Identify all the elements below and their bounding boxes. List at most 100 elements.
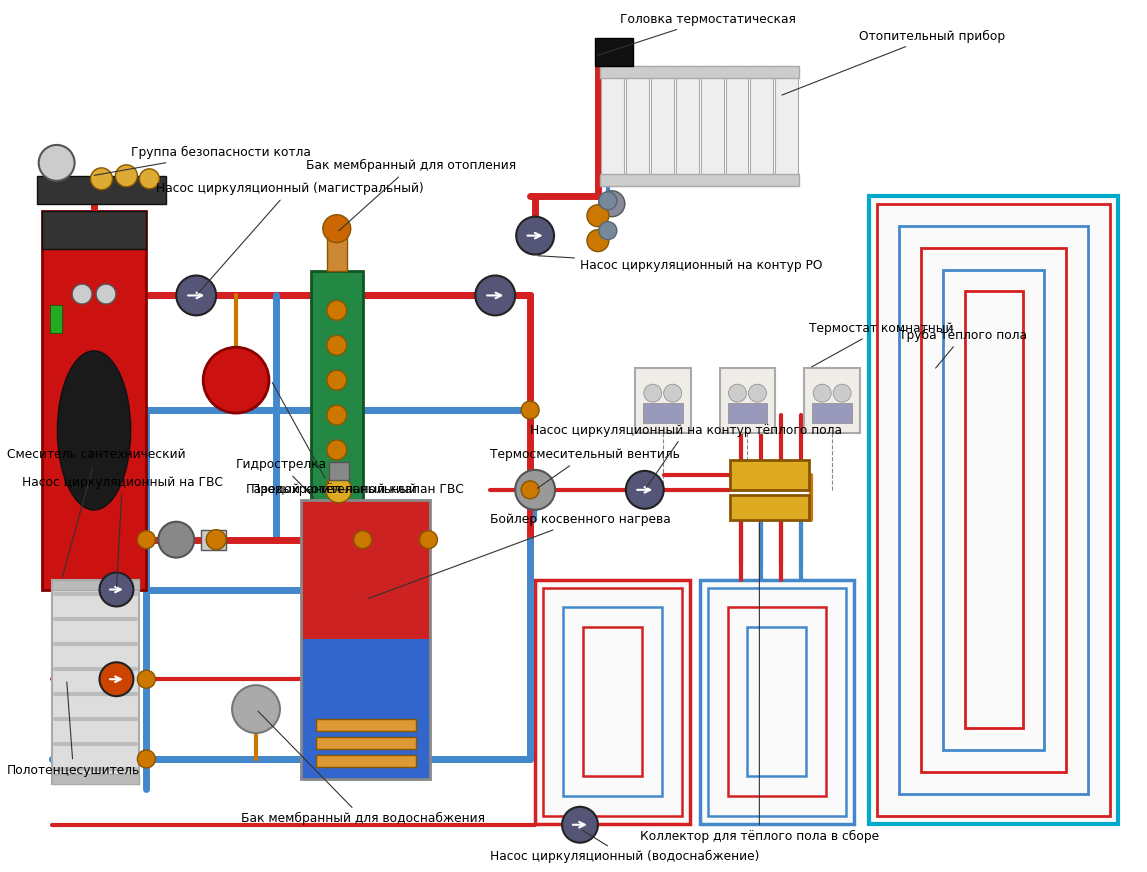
Bar — [201, 529, 226, 549]
Bar — [729, 494, 810, 520]
Bar — [41, 211, 147, 249]
Bar — [543, 588, 681, 816]
Bar — [315, 719, 415, 731]
Bar — [327, 233, 346, 270]
Text: Насос циркуляционный на контур тёплого пола: Насос циркуляционный на контур тёплого п… — [530, 424, 842, 487]
Bar — [812, 403, 852, 423]
Circle shape — [116, 165, 138, 187]
Bar — [49, 305, 62, 333]
Circle shape — [749, 385, 766, 402]
Circle shape — [327, 336, 346, 355]
Bar — [41, 211, 147, 589]
Bar — [583, 627, 642, 776]
Text: Бак мембранный для водоснабжения: Бак мембранный для водоснабжения — [241, 712, 485, 825]
Bar — [729, 460, 810, 490]
Text: Бак мембранный для отопления: Бак мембранный для отопления — [306, 160, 516, 231]
Bar — [775, 66, 798, 186]
Circle shape — [138, 750, 155, 768]
Bar — [708, 588, 846, 816]
Bar — [536, 580, 689, 824]
Bar — [52, 580, 140, 784]
Bar — [727, 403, 767, 423]
Circle shape — [599, 191, 625, 217]
Circle shape — [326, 477, 352, 503]
Bar — [563, 608, 662, 796]
Circle shape — [138, 531, 155, 548]
Bar — [329, 462, 349, 480]
Circle shape — [587, 205, 609, 227]
Bar — [727, 608, 826, 796]
Circle shape — [232, 685, 280, 733]
Bar — [700, 580, 855, 824]
Text: Газовый котёл напольный: Газовый котёл напольный — [247, 383, 416, 496]
Bar — [634, 368, 690, 433]
Circle shape — [643, 385, 662, 402]
Text: Насос циркуляционный (магистральный): Насос циркуляционный (магистральный) — [156, 182, 424, 293]
Bar — [601, 66, 624, 186]
Circle shape — [521, 401, 539, 419]
Bar — [626, 66, 649, 186]
Circle shape — [353, 531, 372, 548]
Bar — [315, 755, 415, 767]
Circle shape — [587, 229, 609, 252]
Circle shape — [327, 371, 346, 390]
Bar — [52, 774, 140, 784]
Circle shape — [158, 521, 194, 557]
Circle shape — [96, 284, 116, 304]
Circle shape — [322, 215, 351, 242]
Circle shape — [100, 573, 133, 606]
Bar — [311, 270, 362, 549]
Text: Насос циркуляционный (водоснабжение): Насос циркуляционный (водоснабжение) — [490, 830, 759, 863]
Bar — [600, 66, 799, 78]
Circle shape — [626, 471, 664, 508]
Text: Насос циркуляционный на контур РО: Насос циркуляционный на контур РО — [538, 255, 822, 272]
Text: Насос циркуляционный на ГВС: Насос циркуляционный на ГВС — [22, 476, 223, 587]
Bar — [869, 196, 1118, 824]
Circle shape — [39, 145, 75, 181]
Bar — [719, 368, 775, 433]
Bar — [701, 66, 724, 186]
Text: Термостат комнатный: Термостат комнатный — [810, 322, 954, 367]
Bar — [877, 204, 1110, 816]
Circle shape — [475, 276, 515, 316]
Circle shape — [327, 440, 346, 460]
Bar — [301, 639, 430, 779]
Text: Коллектор для тёплого пола в сборе: Коллектор для тёплого пола в сборе — [640, 522, 879, 843]
Text: Полотенцесушитель: Полотенцесушитель — [7, 682, 140, 778]
Bar — [301, 500, 430, 639]
Circle shape — [516, 217, 554, 255]
Bar — [804, 368, 860, 433]
Circle shape — [813, 385, 832, 402]
Text: Труба тёплого пола: Труба тёплого пола — [899, 329, 1027, 368]
Text: Бойлер косвенного нагрева: Бойлер косвенного нагрева — [368, 514, 671, 598]
Circle shape — [562, 807, 598, 842]
Bar — [943, 269, 1045, 750]
Circle shape — [327, 405, 346, 425]
Circle shape — [521, 480, 539, 499]
Bar — [315, 737, 415, 749]
Bar — [600, 174, 799, 186]
Text: Предохранительный клапан ГВС: Предохранительный клапан ГВС — [251, 483, 463, 496]
Text: Гидрострелка: Гидрострелка — [236, 459, 327, 498]
Circle shape — [515, 470, 555, 510]
Bar — [37, 176, 166, 204]
Bar — [921, 248, 1067, 772]
Text: Термосмесительный вентиль: Термосмесительный вентиль — [490, 448, 680, 488]
Bar — [750, 66, 773, 186]
Circle shape — [100, 662, 133, 696]
Circle shape — [203, 347, 270, 413]
Ellipse shape — [57, 351, 131, 510]
Circle shape — [327, 301, 346, 320]
Bar — [676, 66, 699, 186]
Bar — [965, 291, 1023, 728]
Circle shape — [138, 671, 155, 688]
Bar — [301, 500, 430, 779]
Bar — [726, 66, 749, 186]
Bar — [650, 66, 673, 186]
Circle shape — [177, 276, 216, 316]
Circle shape — [140, 169, 159, 189]
Bar — [748, 627, 806, 776]
Circle shape — [599, 221, 617, 240]
Circle shape — [206, 529, 226, 549]
Bar — [899, 226, 1089, 794]
